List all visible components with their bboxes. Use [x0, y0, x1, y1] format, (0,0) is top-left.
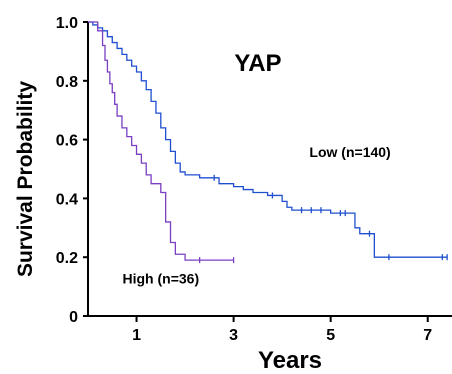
chart-title: YAP: [234, 50, 281, 77]
y-tick-label: 0.8: [56, 74, 78, 91]
y-tick-label: 0.2: [56, 250, 78, 267]
y-tick-label: 1.0: [56, 15, 78, 32]
x-axis-title: Years: [258, 347, 322, 374]
x-tick-label: 7: [423, 327, 432, 344]
y-tick-label: 0.4: [56, 191, 78, 208]
group-label-0: Low (n=140): [309, 144, 390, 160]
y-axis-title: Survival Probability: [14, 81, 37, 277]
x-tick-label: 3: [229, 327, 238, 344]
y-tick-label: 0.6: [56, 133, 78, 150]
y-tick-label: 0: [69, 309, 78, 326]
series-line-1: [88, 22, 234, 260]
group-label-1: High (n=36): [122, 271, 199, 287]
x-tick-label: 5: [326, 327, 335, 344]
x-tick-label: 1: [132, 327, 141, 344]
